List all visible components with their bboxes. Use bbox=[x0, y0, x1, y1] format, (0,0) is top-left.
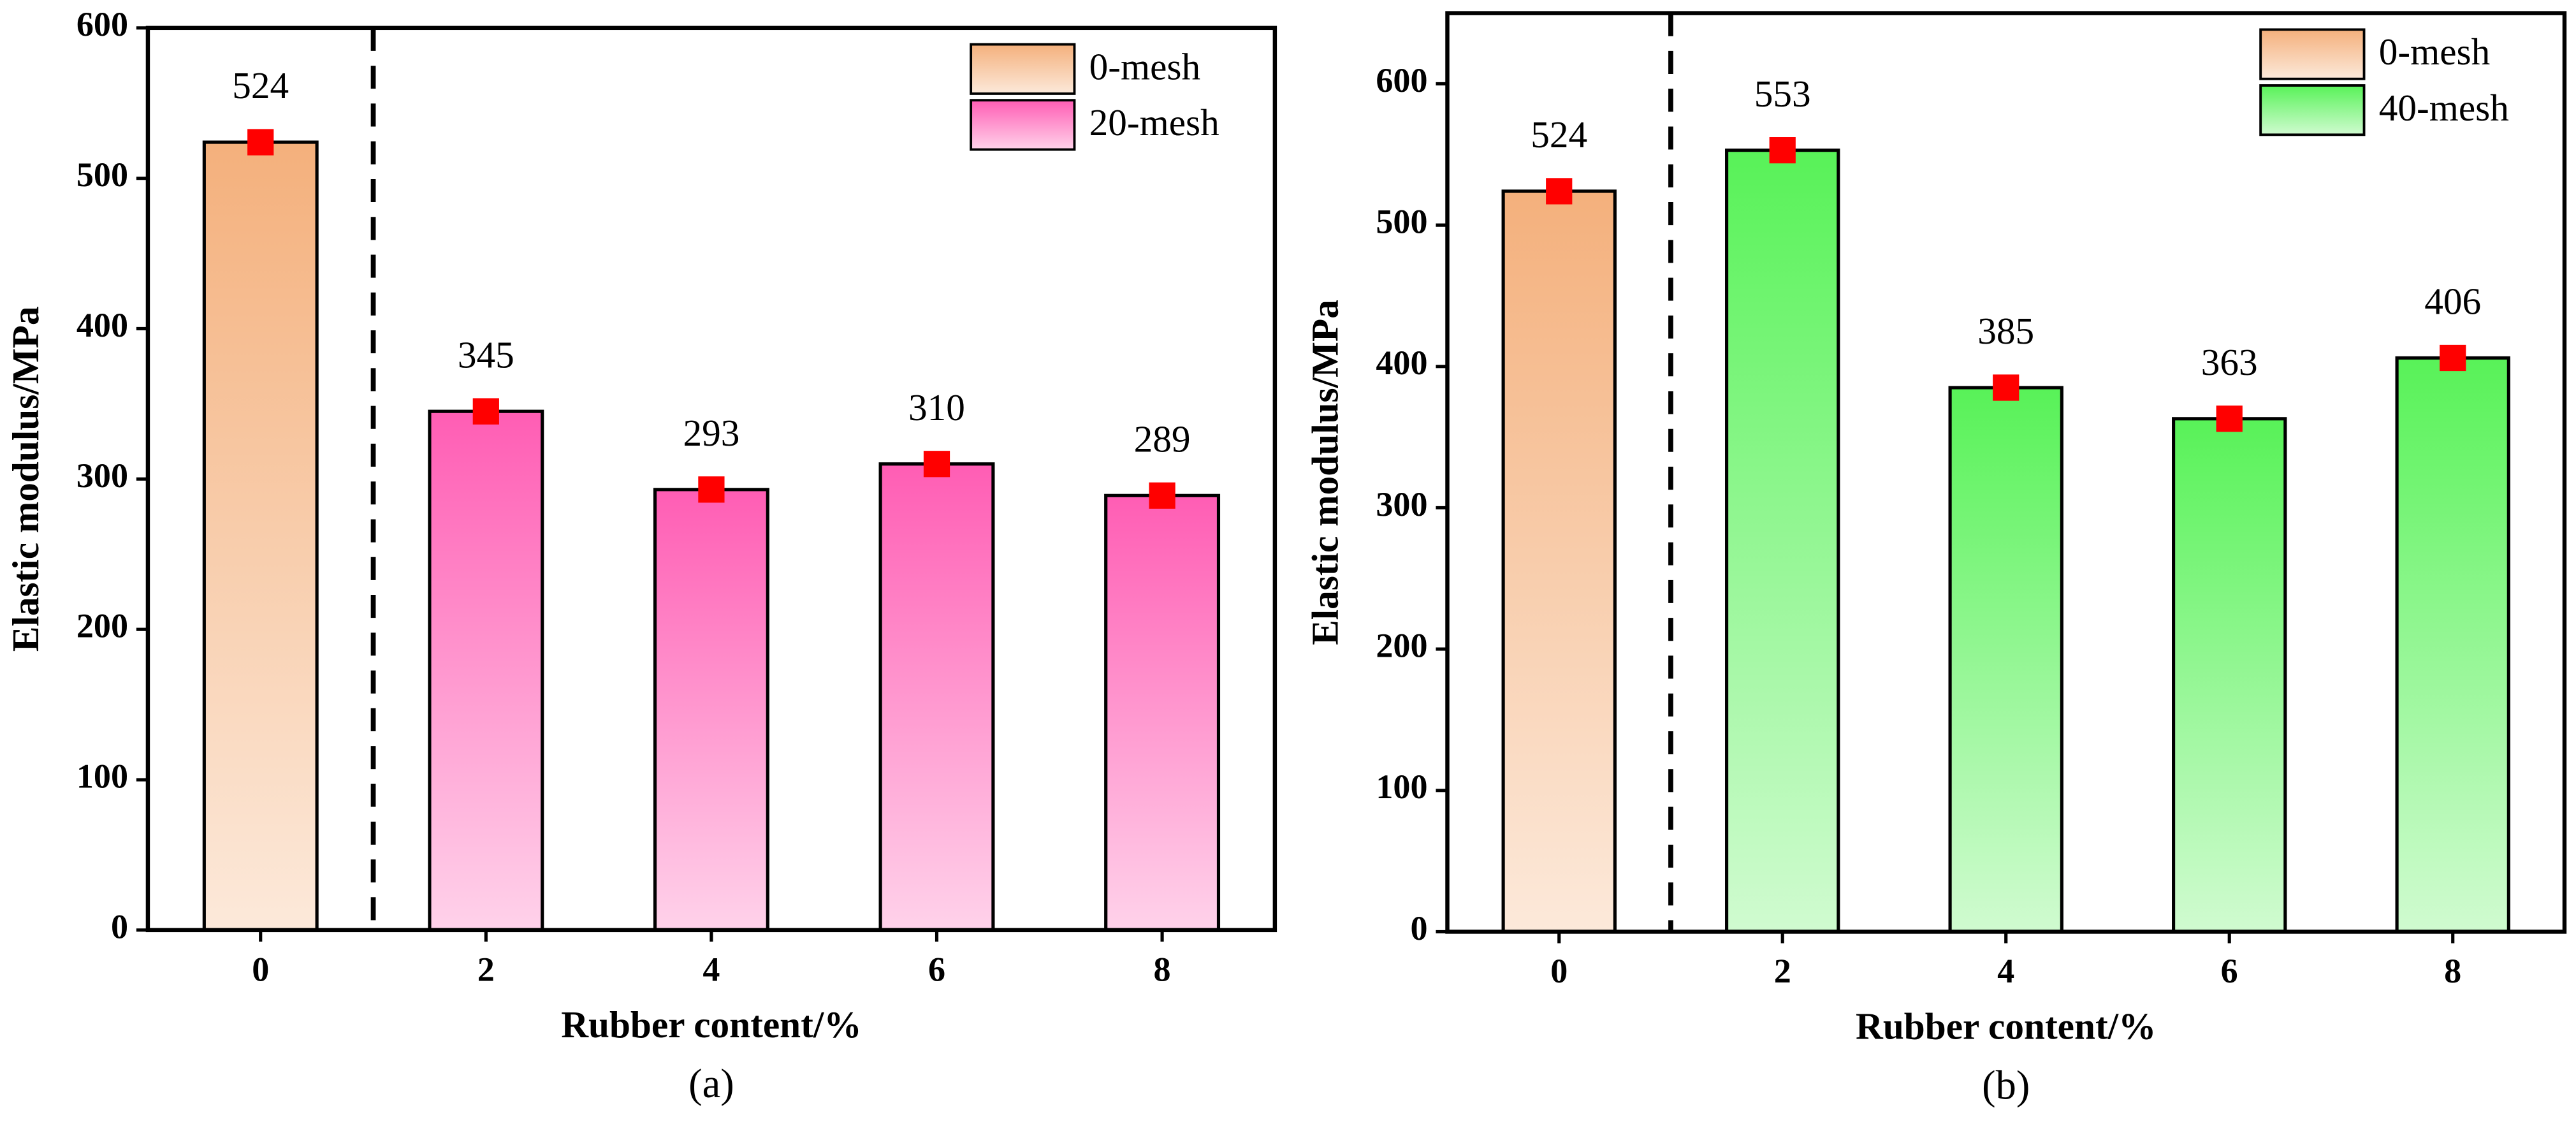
x-tick-label: 0 bbox=[252, 950, 269, 988]
bar bbox=[2395, 356, 2510, 934]
bar bbox=[1725, 149, 1840, 934]
y-tick-label: 200 bbox=[76, 607, 128, 645]
bar bbox=[653, 488, 769, 932]
bar bbox=[202, 140, 319, 932]
point-marker bbox=[472, 398, 499, 425]
legend-swatch bbox=[970, 43, 1076, 95]
bar bbox=[1104, 493, 1221, 932]
y-tick-label: 100 bbox=[1376, 768, 1427, 806]
x-tick-label: 6 bbox=[2221, 952, 2238, 990]
legend-swatch bbox=[2259, 84, 2366, 136]
x-tick-label: 8 bbox=[1154, 950, 1171, 988]
x-axis-title: Rubber content/% bbox=[561, 1004, 861, 1046]
y-tick-label: 200 bbox=[1376, 627, 1427, 665]
y-tick-label: 0 bbox=[111, 907, 128, 945]
y-axis-title: Elastic modulus/MPa bbox=[4, 306, 47, 652]
point-marker bbox=[2440, 344, 2466, 372]
data-label: 345 bbox=[458, 333, 514, 376]
legend-swatch bbox=[970, 99, 1076, 151]
data-label: 385 bbox=[1977, 310, 2034, 352]
x-tick-label: 4 bbox=[702, 950, 720, 988]
y-tick-label: 500 bbox=[1376, 203, 1427, 241]
y-tick-label: 400 bbox=[76, 306, 128, 344]
x-tick-label: 0 bbox=[1550, 952, 1568, 990]
y-tick-label: 500 bbox=[76, 156, 128, 194]
point-marker bbox=[698, 476, 725, 503]
y-axis-title: Elastic modulus/MPa bbox=[1304, 300, 1346, 645]
point-marker bbox=[247, 129, 274, 156]
point-marker bbox=[923, 451, 950, 478]
data-label: 289 bbox=[1134, 418, 1191, 460]
legend-label: 40-mesh bbox=[2379, 87, 2509, 129]
bar bbox=[1948, 386, 2063, 934]
y-tick-label: 600 bbox=[1376, 61, 1427, 99]
data-label: 310 bbox=[908, 386, 965, 428]
y-tick-label: 0 bbox=[1410, 909, 1427, 947]
y-tick-label: 400 bbox=[1376, 344, 1427, 382]
x-tick-label: 4 bbox=[1997, 952, 2014, 990]
point-marker bbox=[2216, 405, 2243, 432]
data-label: 553 bbox=[1754, 73, 1811, 115]
data-label: 406 bbox=[2424, 281, 2481, 323]
legend-label: 0-mesh bbox=[2379, 31, 2490, 73]
bar bbox=[878, 462, 995, 932]
bar bbox=[428, 409, 544, 932]
point-marker bbox=[1769, 137, 1796, 164]
x-tick-label: 2 bbox=[477, 950, 495, 988]
data-label: 524 bbox=[1531, 113, 1587, 156]
legend-label: 0-mesh bbox=[1089, 45, 1200, 87]
point-marker bbox=[1993, 374, 2019, 401]
y-tick-label: 100 bbox=[76, 757, 128, 795]
data-label: 524 bbox=[232, 64, 289, 106]
bar bbox=[1501, 189, 1617, 934]
point-marker bbox=[1546, 178, 1573, 205]
caption: (b) bbox=[1982, 1063, 2030, 1108]
y-tick-label: 600 bbox=[76, 5, 128, 43]
x-tick-label: 6 bbox=[928, 950, 945, 988]
legend-label: 20-mesh bbox=[1089, 101, 1219, 143]
bar bbox=[2172, 417, 2287, 934]
legend-swatch bbox=[2259, 28, 2366, 80]
caption: (a) bbox=[688, 1061, 734, 1106]
y-tick-label: 300 bbox=[1376, 485, 1427, 523]
x-tick-label: 8 bbox=[2444, 952, 2461, 990]
y-tick-label: 300 bbox=[76, 456, 128, 495]
x-tick-label: 2 bbox=[1774, 952, 1791, 990]
data-label: 363 bbox=[2201, 341, 2258, 383]
x-axis-title: Rubber content/% bbox=[1856, 1005, 2156, 1047]
point-marker bbox=[1149, 482, 1175, 509]
data-label: 293 bbox=[683, 412, 739, 454]
